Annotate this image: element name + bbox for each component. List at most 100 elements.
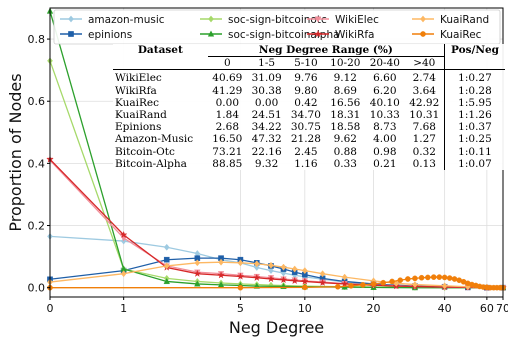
table-cell: 0.88 [333, 145, 357, 158]
table-ratio-cell: 1:5.95 [443, 96, 505, 110]
table-cell: 6.20 [373, 84, 397, 97]
table-group-label: Neg Degree Range (%) [207, 44, 445, 58]
table-dataset-name: KuaiRand [115, 109, 167, 122]
data-point [348, 283, 354, 289]
x-tick-label: 20 [367, 302, 381, 315]
table-cell: 2.45 [294, 145, 318, 158]
table-ratio-cell: 1:0.25 [443, 133, 505, 146]
table-row: KuaiRec 0.00 0.00 0.42 16.56 40.10 42.92 1:5.95 [113, 96, 505, 110]
data-point [268, 261, 274, 269]
table-column-header: 1-5 [246, 56, 287, 71]
legend-label: amazon-music [88, 14, 165, 26]
legend-item-wikirfa: WikiRfa [307, 29, 375, 41]
table-dataset-name: WikiRfa [115, 84, 157, 97]
table-cell: 40.69 [212, 72, 243, 85]
data-point [301, 267, 308, 275]
legend-item-epinions: epinions [60, 29, 132, 41]
data-point [291, 265, 298, 273]
series-layer [46, 7, 507, 292]
table-ratio-cell: 1:0.37 [443, 121, 505, 134]
x-tick-label: 0 [47, 302, 54, 315]
legend-label: WikiRfa [335, 29, 375, 41]
table-cell: 47.32 [251, 133, 282, 146]
table-cell: 9.32 [254, 157, 279, 170]
legend-marker [207, 30, 215, 37]
data-point [380, 279, 387, 286]
table-cell: 16.50 [212, 133, 243, 146]
table-cell: 9.76 [294, 72, 318, 85]
table-row: WikiRfa 41.29 30.38 9.80 8.69 6.20 3.64 1:0.28 [113, 84, 505, 97]
table-dataset-name: Epinions [115, 121, 162, 134]
data-point [334, 283, 341, 290]
data-point [267, 274, 275, 283]
table-cell: 1.16 [294, 157, 318, 170]
y-tick-label: 0.2 [28, 220, 46, 233]
table-cell: 34.70 [290, 109, 321, 122]
legend-item-kuairec: KuaiRec [412, 29, 482, 41]
y-tick-label: 0.0 [28, 282, 46, 295]
data-point [389, 278, 395, 285]
table-cell: 0.21 [373, 157, 397, 170]
table-column-header: 20-40 [365, 56, 405, 71]
table-cell: 10.31 [409, 109, 440, 122]
data-point [290, 276, 299, 285]
data-point [301, 277, 309, 285]
table-body: WikiElec 40.69 31.09 9.76 9.12 6.60 2.74 1:0.27… [113, 69, 505, 171]
table-cell: 18.31 [330, 109, 361, 122]
table-cell: 0.13 [412, 157, 436, 170]
degree-table: Dataset Neg Degree Range (%) Pos/Neg 0 1-… [113, 44, 505, 171]
table-cell: 0.00 [254, 96, 279, 109]
table-last-label: Pos/Neg [443, 44, 505, 57]
table-ratio-cell: 1:0.07 [443, 157, 505, 171]
table-ratio-cell: 1:0.28 [443, 84, 505, 97]
table-ratio-cell: 1:1.26 [443, 109, 505, 122]
data-point [163, 243, 170, 251]
data-point [436, 274, 443, 280]
table-dataset-name: WikiElec [115, 72, 162, 85]
table-cell: 34.22 [251, 121, 282, 134]
table-cell: 0.42 [294, 96, 318, 109]
table-cell: 9.62 [333, 133, 357, 146]
legend-label: soc-sign-bitcoinotc [228, 14, 327, 26]
y-axis-label: Proportion of Nodes [6, 73, 25, 231]
table-cell: 2.68 [215, 121, 240, 134]
table-column-headers: 0 1-5 5-10 10-20 20-40 >40 [113, 56, 505, 71]
table-row: Bitcoin-Otc 73.21 22.16 2.45 0.88 0.98 0.32 1:0… [113, 145, 505, 158]
data-point [236, 272, 245, 280]
series-line-wikirfa [49, 158, 503, 289]
data-point [397, 277, 404, 284]
data-point [341, 273, 348, 281]
legend-marker [314, 29, 322, 38]
table-cell: 0.98 [373, 145, 397, 158]
data-point [412, 275, 418, 282]
data-point [194, 259, 201, 267]
y-tick-label: 0.6 [28, 95, 46, 108]
data-point [237, 259, 244, 267]
legend-marker [208, 15, 214, 23]
legend-marker [68, 31, 74, 37]
legend-item-wikielec: WikiElec [307, 14, 379, 26]
table-cell: 0.32 [412, 145, 436, 158]
legend-marker [420, 15, 426, 23]
data-point [441, 274, 448, 281]
x-tick-label: 70 [496, 302, 508, 315]
table-row: Amazon-Music 16.50 47.32 21.28 9.62 4.00 1.27 1… [113, 133, 505, 146]
data-point [163, 277, 170, 285]
table-cell: 3.64 [412, 84, 436, 97]
data-point [430, 274, 437, 280]
x-tick-label: 1 [120, 302, 127, 315]
data-point [119, 230, 128, 239]
series-kuairec [47, 274, 506, 291]
data-point [446, 275, 453, 281]
table-dataset-name: Bitcoin-Otc [115, 145, 175, 158]
series-line-kuairand [49, 261, 504, 289]
table-column-header: >40 [404, 56, 445, 71]
table-row: Epinions 2.68 34.22 30.75 18.58 8.73 7.68 1:0.3… [113, 121, 505, 134]
y-tick-label: 0.4 [28, 157, 46, 170]
data-point [268, 267, 274, 275]
data-point [237, 284, 244, 291]
table-cell: 4.00 [373, 133, 397, 146]
legend-marker [314, 16, 322, 23]
legend-item-amazon-music: amazon-music [60, 14, 165, 26]
x-tick-label: 40 [438, 302, 452, 315]
